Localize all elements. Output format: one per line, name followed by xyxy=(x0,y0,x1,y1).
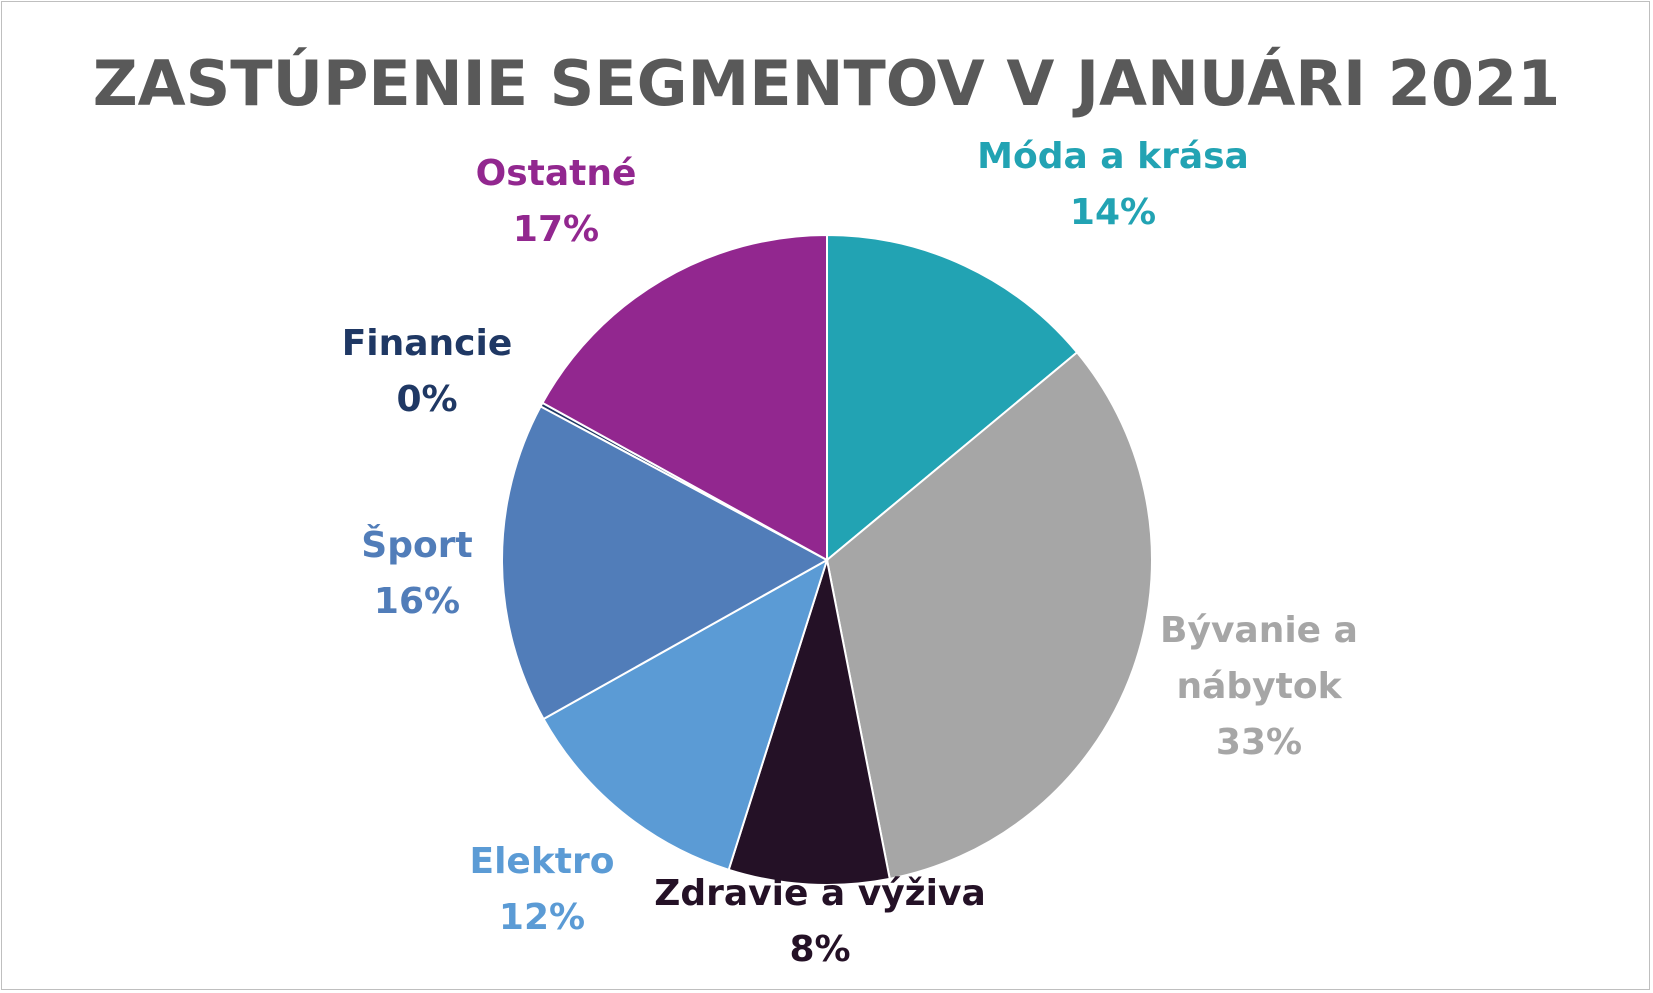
slice-label-5: Šport 16% xyxy=(361,524,472,622)
pie-slice-5 xyxy=(501,405,830,721)
slice-label-6: Financie 0% xyxy=(342,323,513,420)
pie-slice-4 xyxy=(542,557,829,872)
slice-label-line: 12% xyxy=(499,897,585,938)
slice-label-line: 33% xyxy=(1216,722,1302,763)
slice-label-line: Zdravie a výživa xyxy=(654,873,986,914)
slice-label-line: Elektro xyxy=(470,841,615,882)
slice-label-line: 17% xyxy=(513,209,599,250)
slice-label-line: nábytok xyxy=(1176,666,1342,707)
slice-label-3: Zdravie a výživa 8% xyxy=(654,873,986,970)
slice-label-line: Financie xyxy=(342,323,513,364)
slice-label-line: Šport xyxy=(361,524,472,566)
slice-label-line: 14% xyxy=(1070,192,1156,233)
pie-slice-2 xyxy=(825,350,1153,881)
pie-slice-3 xyxy=(727,559,891,886)
slice-label-line: 8% xyxy=(789,929,850,970)
slice-label-line: Bývanie a xyxy=(1160,610,1358,651)
slice-label-2: Bývanie a nábytok 33% xyxy=(1160,610,1358,763)
slice-label-4: Elektro 12% xyxy=(470,841,615,938)
pie-slice-1 xyxy=(826,233,1079,563)
slice-label-line: 0% xyxy=(396,379,457,420)
slice-label-line: 16% xyxy=(374,581,460,622)
slice-label-line: Móda a krása xyxy=(977,136,1249,177)
slice-label-7: Ostatné 17% xyxy=(476,153,637,250)
chart-title: ZASTÚPENIE SEGMENTOV V JANUÁRI 2021 xyxy=(92,47,1561,120)
slice-label-line: Ostatné xyxy=(476,153,637,194)
pie-slice-7 xyxy=(541,233,828,562)
slice-label-1: Móda a krása 14% xyxy=(977,136,1249,233)
